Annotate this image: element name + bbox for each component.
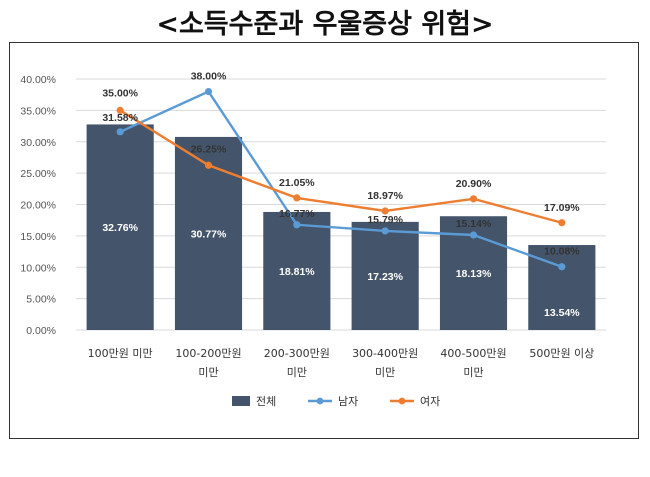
bar [351,221,419,330]
data-point [469,231,478,239]
x-category-label: 300-400만원 [352,347,418,360]
female-data-label: 35.00% [102,87,138,99]
female-data-label: 26.25% [191,143,227,155]
legend-swatch-marker [398,397,406,405]
x-category-label: 미만 [375,366,395,379]
series-lines [116,87,566,271]
bar [174,136,243,330]
series-line [119,109,563,224]
x-category-label: 100-200만원 [175,347,241,360]
y-tick-label: 35.00% [20,105,56,117]
chart-frame: 40.00% 35.00% 30.00% 25.00% 20.00% 15.00% 10.0… [9,42,639,439]
y-tick-label: 10.00% [20,262,56,274]
female-data-label: 20.90% [456,178,492,190]
chart-title: <소득수준과 우울증상 위험> [156,9,494,40]
data-point [293,194,301,202]
x-category-label: 200-300만원 [264,347,330,360]
data-point [116,128,124,136]
x-category-label: 100만원 미만 [88,347,153,360]
male-data-label: 15.79% [367,214,403,226]
legend-swatch-marker [316,397,324,405]
data-point [204,87,213,96]
male-data-label: 10.08% [544,246,580,258]
x-category-label: 500만원 이상 [529,347,594,360]
male-data-label: 16.77% [279,208,315,220]
data-point [116,106,124,114]
legend-label: 여자 [420,395,440,408]
y-tick-label: 15.00% [20,231,56,243]
male-data-label: 38.00% [191,71,227,83]
data-point [381,227,389,235]
bar-data-label: 13.54% [544,307,580,319]
data-point [558,263,566,271]
male-data-label: 15.14% [456,218,492,230]
female-data-label: 17.09% [544,202,580,214]
x-category-label: 미만 [198,366,218,379]
bar-data-label: 18.13% [456,268,492,280]
y-tick-label: 25.00% [20,168,56,180]
female-data-label: 21.05% [279,177,315,189]
male-data-label: 31.58% [102,112,138,124]
female-data-label: 18.97% [367,190,403,202]
data-point [381,207,389,215]
series-line [119,90,563,268]
chart-svg: 40.00% 35.00% 30.00% 25.00% 20.00% 15.00% 10.0… [20,71,606,408]
bar-data-label: 32.76% [102,222,138,234]
data-point [293,221,301,229]
bars [86,124,596,330]
legend-label: 전체 [256,395,276,408]
bar-data-label: 17.23% [367,271,403,283]
data-point [204,161,213,169]
data-point [558,219,566,227]
legend: 전체 남자 여자 [232,395,440,408]
bar [263,211,331,330]
y-tick-label: 40.00% [20,74,56,86]
x-category-label: 400-500만원 [440,347,506,360]
x-category-label: 미만 [463,366,483,379]
data-labels: 32.76% 30.77% 18.81% 17.23% 18.13% 13.54% 31.5… [102,71,580,319]
y-axis-ticks: 40.00% 35.00% 30.00% 25.00% 20.00% 15.00% 10.0… [20,74,56,337]
bar [86,124,154,330]
bar-data-label: 30.77% [191,228,227,240]
x-category-label: 미만 [287,366,307,379]
bar-data-label: 18.81% [279,266,315,278]
y-tick-label: 5.00% [26,294,56,306]
y-tick-label: 0.00% [26,325,56,337]
legend-label: 남자 [338,395,358,408]
y-tick-label: 20.00% [20,200,56,212]
y-tick-label: 30.00% [20,137,56,149]
legend-swatch-bar [232,396,250,406]
data-point [469,195,478,203]
